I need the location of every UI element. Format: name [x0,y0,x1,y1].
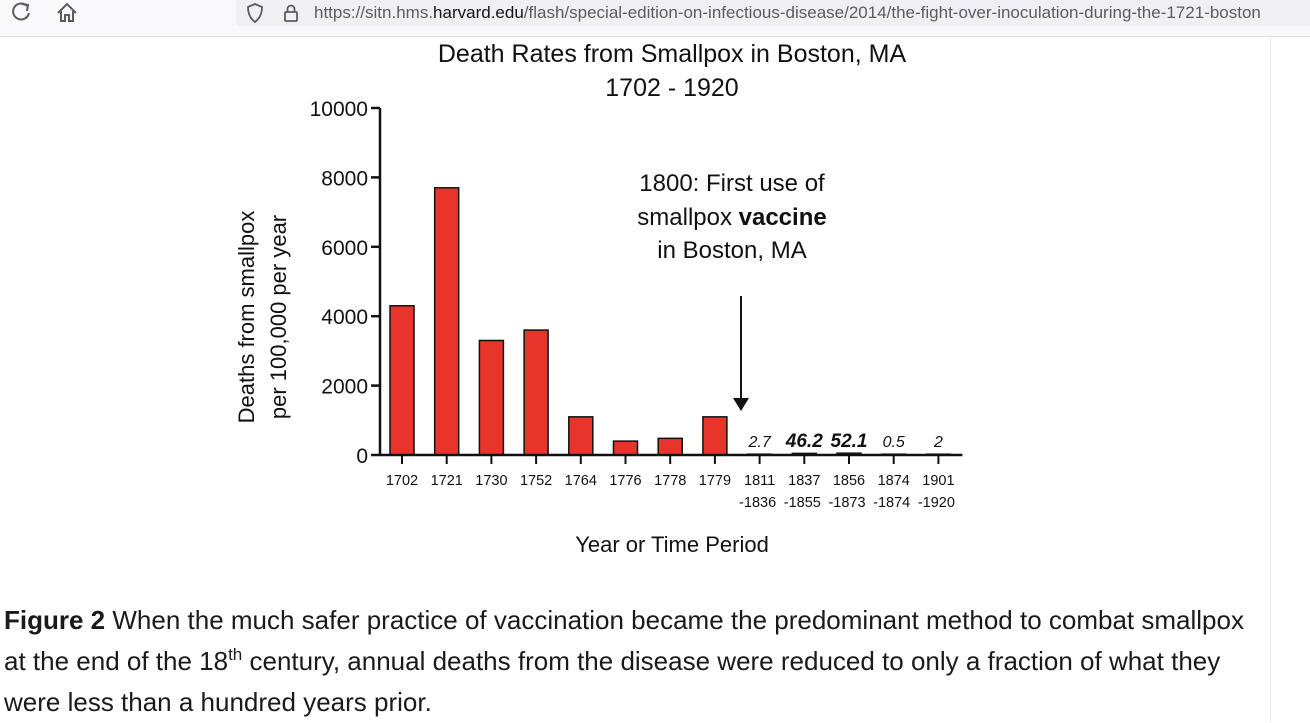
bar [612,440,639,456]
caption-label: Figure 2 [4,605,106,635]
smallpox-death-rate-chart: Death Rates from Smallpox in Boston, MA … [234,40,963,557]
annotation-line3: in Boston, MA [657,237,806,264]
y-axis-label-line2: per 100,000 per year [266,215,291,419]
caption-text-1: When the much safer practice of vaccinat… [4,605,1244,676]
bar [523,329,549,456]
y-tick-label: 2000 [321,376,368,399]
y-tick-label: 0 [356,445,368,468]
url-prefix: https://sitn.hms. [314,3,434,22]
x-tick-label-range: -1836 [739,495,776,511]
x-tick-label: 1776 [609,473,641,489]
bar [433,187,460,456]
data-label: 52.1 [831,431,868,452]
y-tick-label: 10000 [310,98,368,121]
browser-toolbar: https://sitn.hms.harvard.edu/flash/speci… [0,0,1310,37]
y-tick-label: 6000 [321,237,368,260]
x-tick-label: 1837 [788,473,820,489]
x-tick-label: 1764 [565,473,597,489]
bar [702,416,728,456]
reload-icon[interactable] [8,0,34,26]
x-tick-label: 1874 [878,473,910,489]
bar [389,305,415,456]
x-tick-label: 1811 [744,473,775,489]
y-tick-label: 8000 [321,167,368,190]
url-path: /flash/special-edition-on-infectious-dis… [523,3,1261,22]
x-tick-label: 1721 [431,473,463,489]
caption-superscript: th [228,645,243,664]
home-icon[interactable] [54,0,80,26]
annotation-arrowhead [733,398,749,411]
x-tick-label: 1752 [520,473,552,489]
x-tick-label-range: -1920 [918,495,955,511]
address-bar[interactable]: https://sitn.hms.harvard.edu/flash/speci… [236,0,1310,26]
x-tick-label: 1856 [833,473,865,489]
url-domain: harvard.edu [433,3,524,22]
page-edge-divider [1270,36,1271,722]
url-text[interactable]: https://sitn.hms.harvard.edu/flash/speci… [314,3,1304,23]
chart-title: Death Rates from Smallpox in Boston, MA [438,40,907,68]
y-axis-label-line1: Deaths from smallpox [234,211,259,424]
x-tick-label-range: -1874 [873,495,910,511]
annotation-line2: smallpox vaccine [637,204,826,231]
annotation-line2-text: smallpox [637,204,738,231]
data-label: 2.7 [747,434,771,451]
data-label: 0.5 [883,434,905,451]
bar [478,339,505,456]
bar [657,437,683,456]
x-tick-label-range: -1873 [828,495,865,511]
data-label: 46.2 [785,431,823,452]
x-tick-label: 1778 [654,473,686,489]
x-tick-label: 1702 [386,473,418,489]
shield-icon[interactable] [244,2,266,24]
x-tick-label-range: -1855 [784,495,821,511]
data-labels: 2.7 46.2 52.1 0.5 2 [747,431,942,452]
bar [568,416,594,456]
chart-subtitle: 1702 - 1920 [605,74,738,102]
lock-icon[interactable] [280,2,302,24]
y-tick-label: 4000 [321,306,368,329]
x-axis-label: Year or Time Period [575,532,769,557]
annotation-line2-bold: vaccine [739,204,827,231]
x-tick-label: 1901 [922,473,954,489]
figure-caption: Figure 2 When the much safer practice of… [4,600,1254,723]
annotation-line1: 1800: First use of [639,170,825,197]
x-tick-label: 1779 [699,473,731,489]
y-axis: 0 2000 4000 6000 8000 10000 [310,98,382,468]
x-axis: 1702 1721 1730 1752 1764 1776 1778 1779 1811 -183… [380,453,963,511]
data-label: 2 [933,434,943,451]
x-tick-label: 1730 [475,473,507,489]
caption-text-2: century, annual deaths from the disease … [4,646,1221,717]
